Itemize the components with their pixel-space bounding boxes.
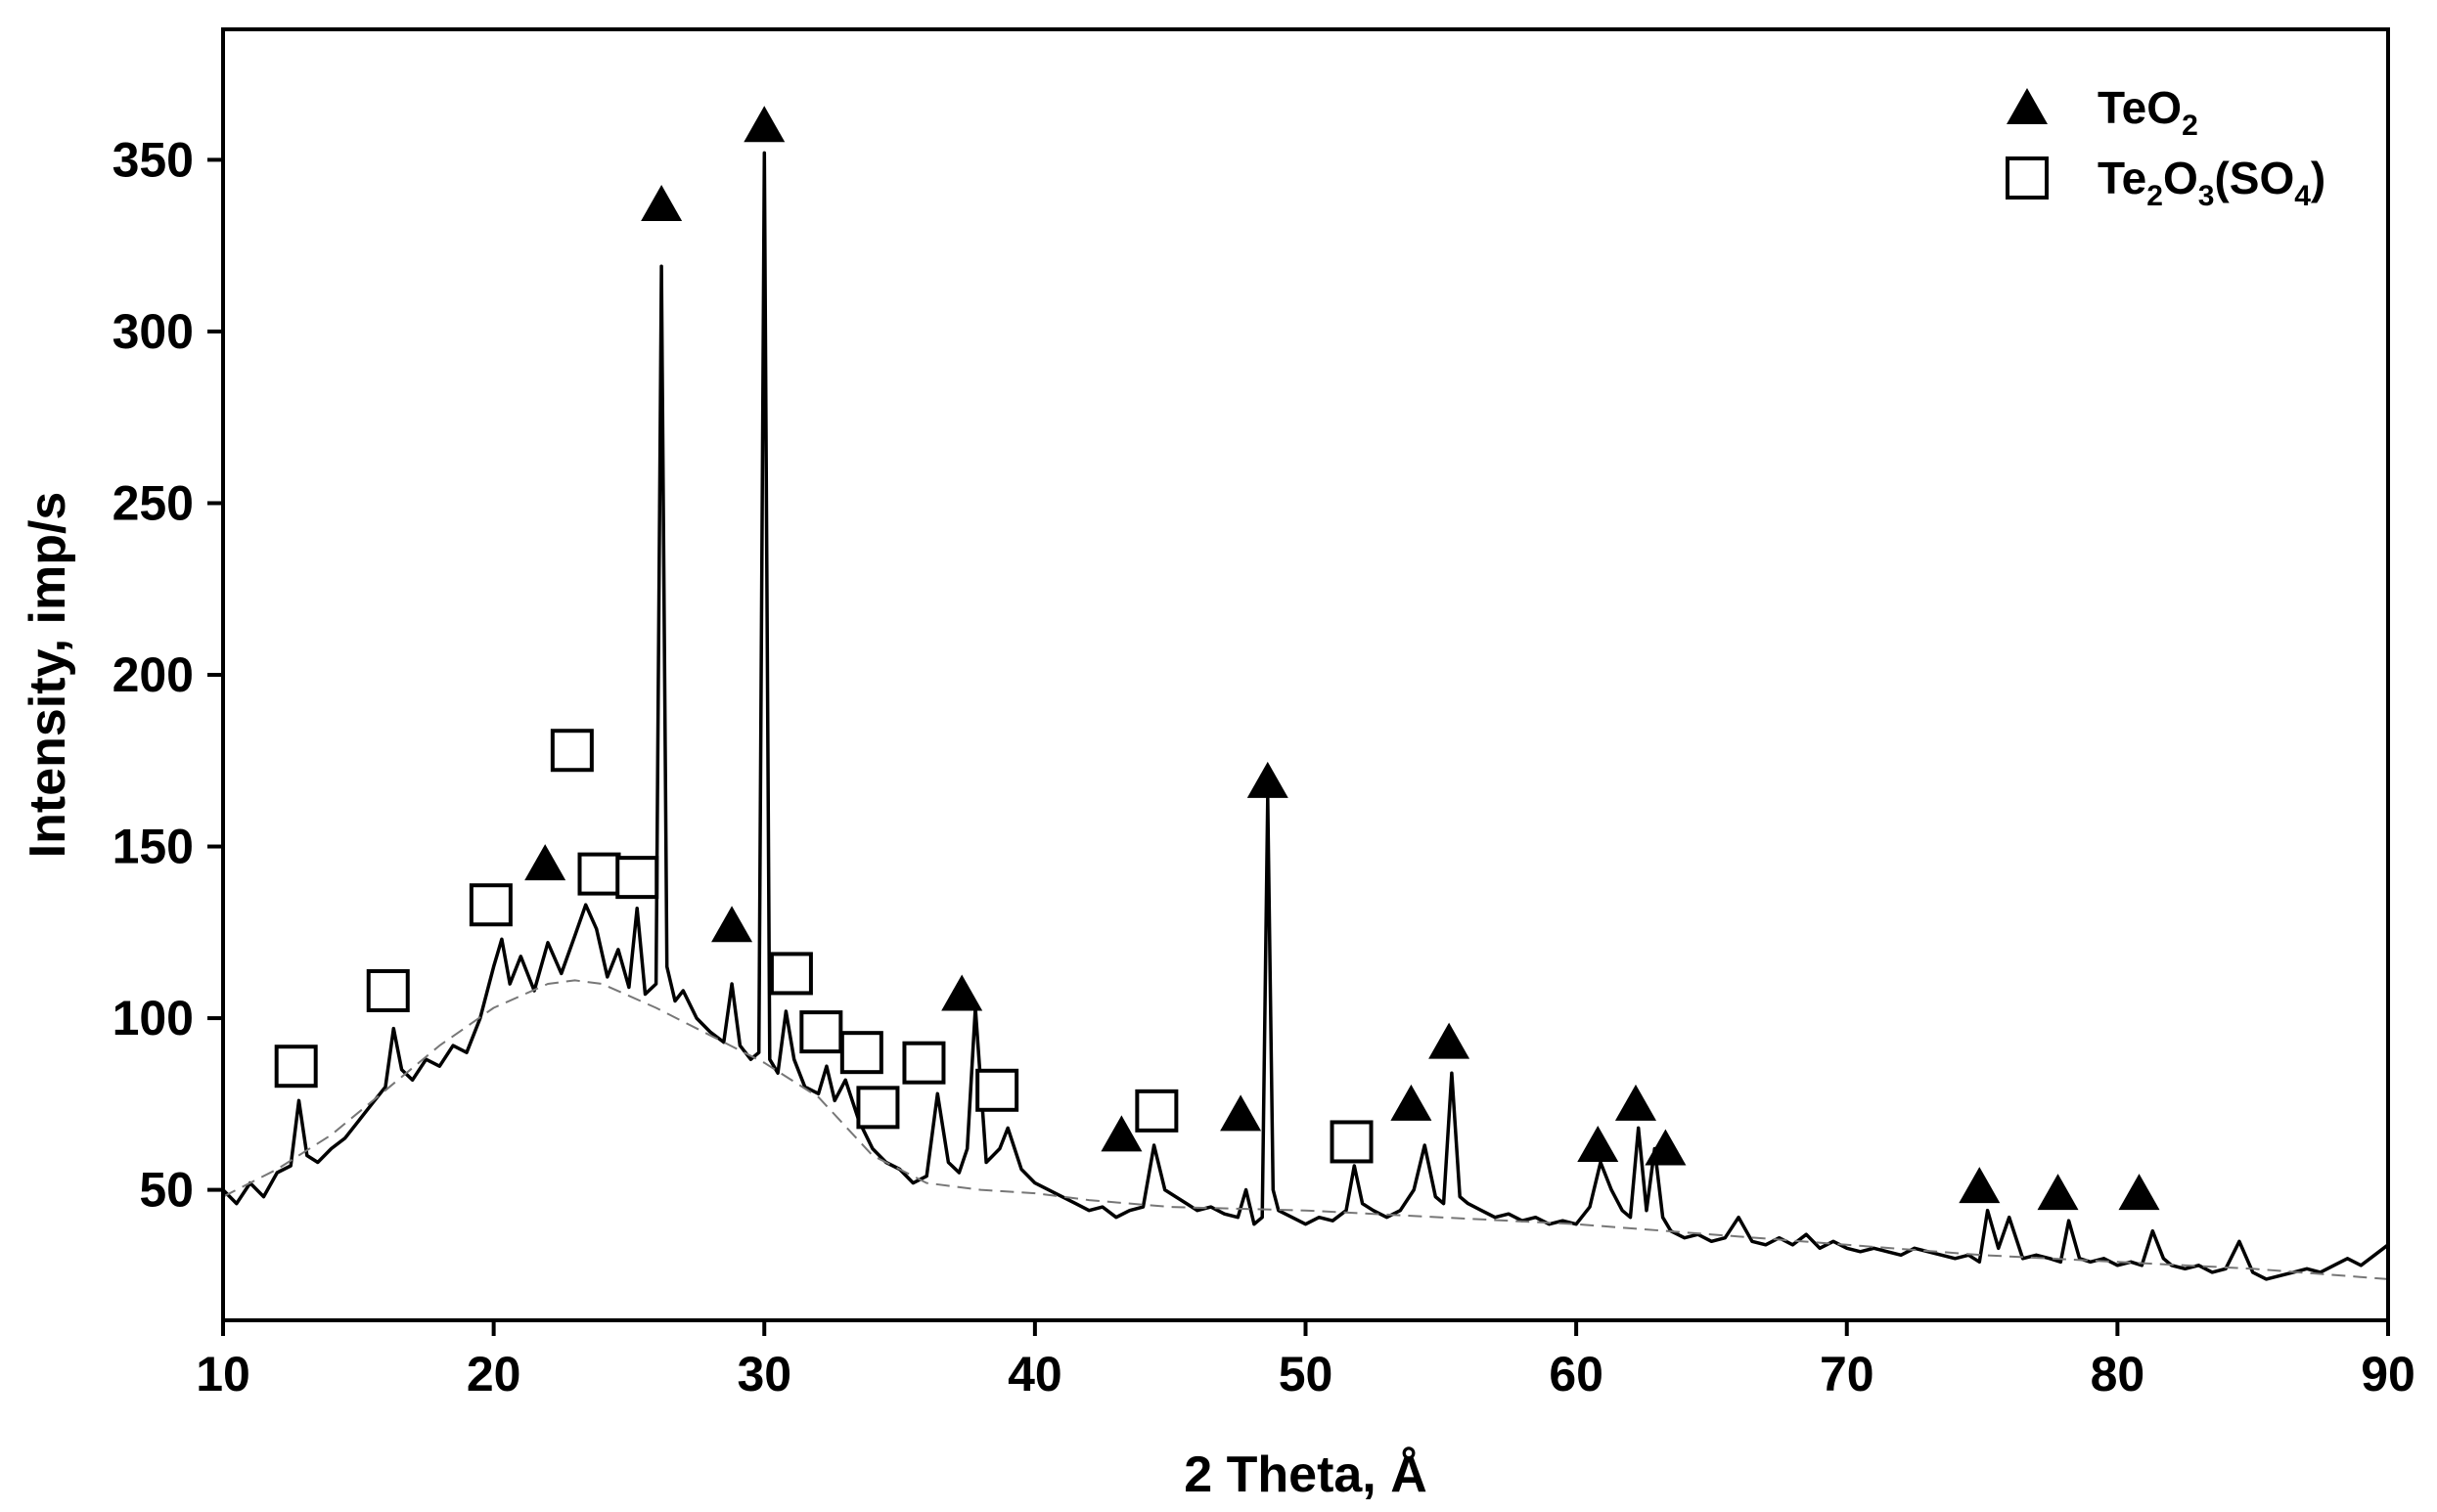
teo2-marker bbox=[941, 974, 983, 1011]
x-axis-label: 2 Theta, Å bbox=[1184, 1446, 1427, 1503]
teo2-marker bbox=[744, 106, 786, 143]
teo2-marker bbox=[1246, 761, 1288, 798]
teo2-marker bbox=[1959, 1167, 2001, 1204]
te2o3so4-marker bbox=[1135, 1089, 1179, 1133]
x-tick-label: 90 bbox=[2361, 1347, 2415, 1401]
legend: TeO2 Te2O3(SO4) bbox=[2006, 82, 2325, 212]
teo2-marker bbox=[1101, 1115, 1143, 1152]
x-tick-label: 80 bbox=[2091, 1347, 2145, 1401]
teo2-marker bbox=[524, 844, 566, 881]
te2o3so4-marker bbox=[856, 1086, 900, 1130]
x-tick-label: 20 bbox=[467, 1347, 521, 1401]
te2o3so4-marker bbox=[769, 952, 813, 996]
teo2-marker bbox=[1645, 1129, 1687, 1166]
te2o3so4-marker bbox=[366, 968, 410, 1012]
y-tick-label: 100 bbox=[113, 991, 194, 1045]
background-curve bbox=[222, 979, 2389, 1280]
y-tick-label: 350 bbox=[113, 132, 194, 187]
te2o3so4-marker bbox=[615, 856, 659, 900]
teo2-marker bbox=[2118, 1174, 2160, 1211]
x-tick-label: 60 bbox=[1549, 1347, 1603, 1401]
y-tick-label: 250 bbox=[113, 475, 194, 530]
diffraction-pattern-line bbox=[221, 151, 2390, 1281]
te2o3so4-marker bbox=[274, 1045, 318, 1089]
teo2-marker bbox=[711, 906, 753, 943]
teo2-marker bbox=[1390, 1084, 1432, 1121]
y-tick-label: 150 bbox=[113, 820, 194, 874]
te2o3so4-marker bbox=[1330, 1120, 1374, 1164]
y-tick-label: 50 bbox=[139, 1163, 194, 1218]
te2o3so4-marker bbox=[799, 1010, 843, 1054]
te2o3so4-marker bbox=[577, 852, 621, 896]
te2o3so4-marker bbox=[839, 1031, 883, 1075]
te2o3so4-marker bbox=[902, 1041, 946, 1085]
y-tick-label: 200 bbox=[113, 647, 194, 702]
y-tick-label: 300 bbox=[113, 304, 194, 359]
teo2-marker bbox=[1428, 1022, 1470, 1059]
x-tick-label: 50 bbox=[1279, 1347, 1333, 1401]
x-tick-label: 30 bbox=[737, 1347, 791, 1401]
te2o3so4-marker bbox=[469, 883, 513, 927]
legend-label: TeO2 bbox=[2098, 82, 2198, 142]
teo2-marker bbox=[641, 185, 683, 222]
y-axis-label: Intensity, imp/s bbox=[20, 492, 76, 859]
legend-teo2-symbol bbox=[2007, 88, 2048, 124]
te2o3so4-marker bbox=[550, 729, 594, 773]
te2o3so4-marker bbox=[975, 1068, 1019, 1112]
x-tick-label: 40 bbox=[1008, 1347, 1062, 1401]
teo2-marker bbox=[1614, 1084, 1656, 1121]
teo2-marker bbox=[2037, 1174, 2079, 1211]
x-tick-label: 70 bbox=[1820, 1347, 1874, 1401]
teo2-marker bbox=[1577, 1125, 1619, 1162]
teo2-marker bbox=[1220, 1094, 1262, 1132]
legend-te2o3so4-symbol bbox=[2006, 156, 2049, 200]
legend-label: Te2O3(SO4) bbox=[2098, 153, 2325, 212]
x-tick-label: 10 bbox=[196, 1347, 250, 1401]
plot-frame bbox=[221, 27, 2390, 1322]
